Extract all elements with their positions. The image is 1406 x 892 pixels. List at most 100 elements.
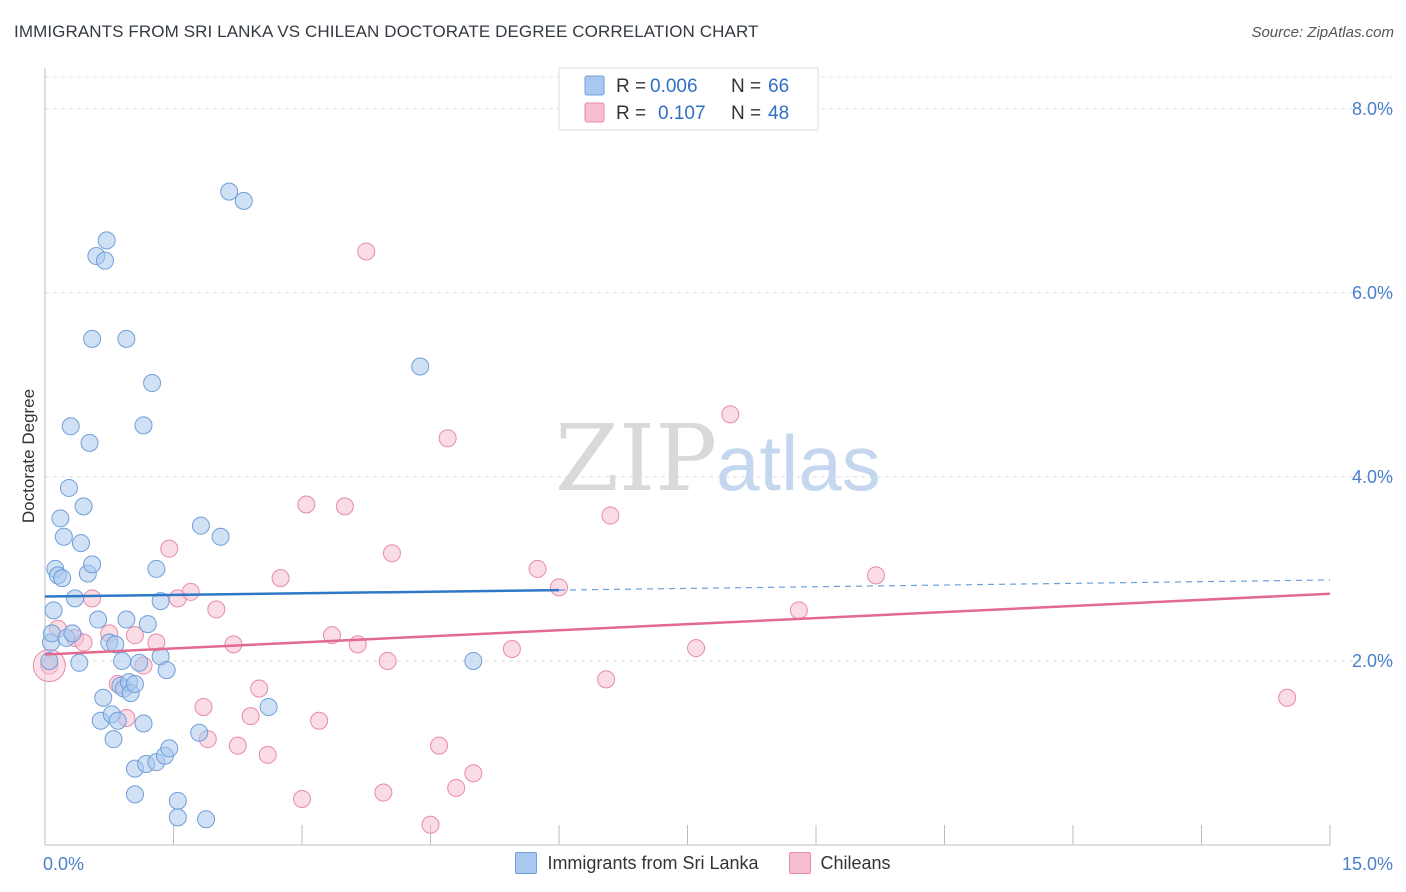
- legend-r-value-blue: 0.006: [650, 76, 698, 97]
- legend-r-label-pink: R =: [616, 103, 646, 124]
- point-sri-lanka: [220, 182, 239, 201]
- series-sri-lanka: [40, 182, 483, 829]
- point-sri-lanka: [104, 730, 123, 749]
- point-sri-lanka: [259, 697, 278, 716]
- point-chileans: [421, 815, 440, 834]
- point-sri-lanka: [65, 589, 84, 608]
- legend-item-sri-lanka: Immigrants from Sri Lanka: [515, 852, 759, 874]
- series-legend: Immigrants from Sri Lanka Chileans: [0, 852, 1406, 874]
- point-sri-lanka: [44, 601, 63, 620]
- point-sri-lanka: [83, 555, 102, 574]
- point-sri-lanka: [125, 674, 144, 693]
- point-chileans: [447, 778, 466, 797]
- point-chileans: [597, 670, 616, 689]
- trend-line-chileans: [44, 592, 1331, 656]
- point-chileans: [721, 405, 740, 424]
- legend-n-label-blue: N =: [731, 76, 761, 97]
- legend-r-label-blue: R =: [616, 76, 646, 97]
- trend-line-sri-lanka-extension: [558, 579, 1331, 591]
- point-sri-lanka: [51, 509, 70, 528]
- point-chileans: [160, 539, 179, 558]
- point-chileans: [83, 589, 102, 608]
- point-chileans: [228, 736, 247, 755]
- point-chileans: [241, 707, 260, 726]
- point-chileans: [194, 697, 213, 716]
- y-tick-label: 4.0%: [1352, 467, 1393, 487]
- point-chileans: [601, 506, 620, 525]
- watermark-atlas: atlas: [716, 419, 881, 507]
- point-sri-lanka: [134, 416, 153, 435]
- point-sri-lanka: [80, 433, 99, 452]
- point-sri-lanka: [138, 615, 157, 634]
- point-chileans: [502, 639, 521, 658]
- point-sri-lanka: [54, 527, 73, 546]
- point-sri-lanka: [83, 329, 102, 348]
- y-tick-label: 6.0%: [1352, 283, 1393, 303]
- x-tick-label-min: 0.0%: [43, 854, 84, 874]
- point-sri-lanka: [71, 534, 90, 553]
- point-sri-lanka: [53, 569, 72, 588]
- point-sri-lanka: [117, 610, 136, 629]
- point-chileans: [258, 745, 277, 764]
- point-sri-lanka: [61, 417, 80, 436]
- point-sri-lanka: [151, 592, 170, 611]
- y-tick-label: 8.0%: [1352, 99, 1393, 119]
- point-chileans: [293, 789, 311, 808]
- point-sri-lanka: [157, 661, 176, 680]
- point-chileans: [374, 783, 393, 802]
- point-sri-lanka: [190, 723, 209, 742]
- point-chileans: [1278, 688, 1297, 707]
- point-sri-lanka: [143, 374, 162, 393]
- point-chileans: [181, 582, 200, 601]
- point-sri-lanka: [191, 516, 210, 535]
- point-sri-lanka: [117, 329, 136, 348]
- trend-line-sri-lanka: [44, 588, 560, 598]
- point-sri-lanka: [95, 251, 114, 270]
- point-chileans: [378, 651, 397, 670]
- legend-n-label-pink: N =: [731, 103, 761, 124]
- point-sri-lanka: [40, 651, 59, 670]
- series-chileans: [32, 242, 1297, 834]
- legend-item-chileans: Chileans: [788, 852, 891, 874]
- legend-swatch-chileans: [788, 852, 811, 874]
- point-chileans: [357, 242, 376, 261]
- point-chileans: [464, 764, 483, 783]
- legend-n-value-blue: 66: [768, 76, 789, 97]
- point-sri-lanka: [147, 559, 166, 578]
- point-sri-lanka: [411, 357, 430, 376]
- legend-label-sri-lanka: Immigrants from Sri Lanka: [547, 852, 759, 873]
- point-chileans: [207, 600, 226, 619]
- point-sri-lanka: [113, 651, 132, 670]
- point-chileans: [687, 639, 706, 658]
- point-sri-lanka: [130, 653, 149, 672]
- chart-title: IMMIGRANTS FROM SRI LANKA VS CHILEAN DOC…: [14, 22, 759, 41]
- point-chileans: [250, 679, 269, 698]
- y-tick-label: 2.0%: [1352, 651, 1393, 671]
- point-chileans: [322, 626, 341, 645]
- point-sri-lanka: [70, 653, 89, 672]
- point-sri-lanka: [197, 810, 216, 829]
- point-sri-lanka: [234, 191, 253, 210]
- legend-swatch-blue: [584, 75, 605, 96]
- point-sri-lanka: [108, 711, 127, 730]
- point-chileans: [382, 544, 401, 563]
- point-sri-lanka: [97, 231, 116, 250]
- point-chileans: [297, 495, 316, 514]
- point-chileans: [866, 566, 885, 585]
- legend-n-value-pink: 48: [768, 103, 789, 124]
- y-axis-label: Doctorate Degree: [19, 389, 38, 523]
- legend-r-value-pink: 0.107: [658, 103, 706, 124]
- legend-swatch-pink: [584, 102, 605, 123]
- point-sri-lanka: [464, 651, 483, 670]
- point-chileans: [310, 711, 329, 730]
- source-label: Source: ZipAtlas.com: [1251, 24, 1394, 41]
- point-sri-lanka: [168, 791, 187, 810]
- point-sri-lanka: [89, 610, 108, 629]
- point-sri-lanka: [59, 478, 78, 497]
- legend-swatch-sri-lanka: [515, 852, 538, 874]
- point-sri-lanka: [94, 688, 113, 707]
- point-sri-lanka: [211, 527, 230, 546]
- point-chileans: [528, 559, 547, 578]
- point-chileans: [550, 578, 568, 597]
